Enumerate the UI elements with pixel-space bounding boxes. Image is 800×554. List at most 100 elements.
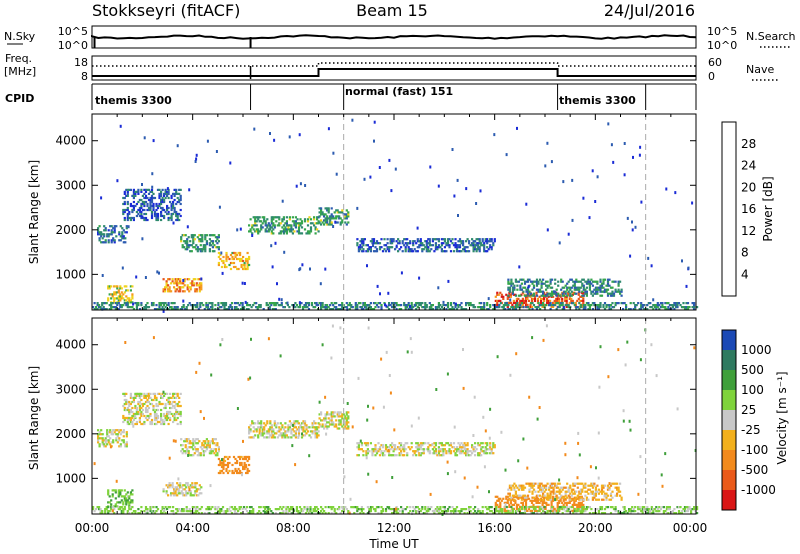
heatmap-cell — [483, 452, 486, 455]
heatmap-cell — [160, 510, 163, 513]
heatmap-cell — [512, 299, 515, 302]
heatmap-cell — [594, 290, 597, 293]
heatmap-cell — [125, 392, 128, 395]
heatmap-cell — [164, 302, 167, 305]
heatmap-cell — [446, 508, 450, 511]
heatmap-cell — [413, 240, 416, 243]
heatmap-cell — [546, 141, 549, 145]
heatmap-cell — [465, 450, 468, 453]
heatmap-cell — [466, 250, 469, 253]
heatmap-cell — [449, 302, 453, 305]
heatmap-cell — [156, 404, 160, 408]
heatmap-cell — [272, 436, 275, 439]
heatmap-cell — [173, 306, 176, 309]
heatmap-cell — [239, 253, 242, 257]
heatmap-cell — [335, 425, 338, 428]
heatmap-cell — [119, 433, 122, 436]
heatmap-cell — [134, 510, 137, 513]
heatmap-cell — [196, 304, 199, 307]
heatmap-cell — [347, 417, 350, 420]
heatmap-cell — [599, 304, 602, 307]
heatmap-cell — [540, 286, 543, 289]
heatmap-cell — [345, 213, 348, 216]
heatmap-cell — [442, 250, 445, 253]
heatmap-cell — [591, 484, 594, 487]
heatmap-cell — [263, 218, 266, 221]
heatmap-cell — [161, 208, 164, 212]
heatmap-cell — [285, 230, 288, 233]
heatmap-cell — [176, 402, 179, 406]
heatmap-cell — [278, 232, 281, 235]
heatmap-cell — [192, 454, 195, 457]
heatmap-cell — [165, 286, 168, 289]
heatmap-cell — [119, 508, 122, 511]
heatmap-cell — [582, 503, 585, 506]
heatmap-cell — [366, 512, 369, 515]
heatmap-cell — [131, 400, 134, 404]
heatmap-cell — [579, 492, 582, 495]
heatmap-cell — [150, 506, 154, 509]
heatmap-cell — [155, 510, 158, 513]
heatmap-cell — [454, 452, 457, 455]
heatmap-cell — [560, 280, 563, 283]
heatmap-cell — [206, 508, 209, 511]
heatmap-cell — [578, 482, 581, 485]
heatmap-cell — [204, 234, 207, 237]
heatmap-cell — [182, 306, 185, 309]
heatmap-cell — [264, 220, 267, 223]
heatmap-cell — [223, 510, 226, 513]
heatmap-cell — [246, 251, 249, 255]
heatmap-cell — [143, 396, 146, 399]
heatmap-cell — [153, 394, 157, 397]
heatmap-cell — [558, 482, 561, 485]
heatmap-cell — [616, 494, 619, 497]
heatmap-cell — [561, 299, 564, 302]
heatmap-cell — [552, 292, 555, 295]
heatmap-cell — [389, 238, 392, 241]
heatmap-cell — [313, 422, 316, 425]
heatmap-cell — [119, 287, 122, 290]
heatmap-cell — [501, 306, 504, 309]
heatmap-cell — [282, 232, 285, 235]
heatmap-cell — [433, 512, 436, 515]
heatmap-cell — [229, 261, 233, 265]
heatmap-cell — [616, 486, 619, 489]
heatmap-cell — [196, 448, 199, 451]
heatmap-cell — [573, 482, 576, 485]
heatmap-cell — [197, 508, 200, 511]
heatmap-cell — [152, 208, 155, 212]
heatmap-cell — [412, 244, 415, 247]
heatmap-cell — [540, 304, 543, 307]
heatmap-cell — [323, 223, 326, 226]
heatmap-cell — [123, 202, 126, 206]
heatmap-cell — [285, 228, 288, 231]
heatmap-cell — [333, 211, 336, 214]
heatmap-cell — [160, 408, 163, 412]
heatmap-cell — [410, 248, 413, 251]
heatmap-cell — [480, 244, 483, 247]
heatmap-cell — [427, 246, 430, 249]
heatmap-cell — [270, 428, 273, 431]
heatmap-cell — [204, 244, 207, 247]
heatmap-cell — [424, 442, 427, 445]
heatmap-cell — [489, 506, 492, 509]
heatmap-cell — [171, 486, 174, 489]
heatmap-cell — [172, 200, 175, 204]
heatmap-cell — [249, 436, 252, 439]
heatmap-cell — [378, 448, 382, 451]
heatmap-cell — [504, 308, 507, 311]
heatmap-cell — [196, 302, 199, 305]
heatmap-cell — [287, 226, 290, 229]
heatmap-cell — [409, 308, 412, 311]
heatmap-cell — [161, 402, 164, 406]
heatmap-cell — [125, 431, 128, 434]
heatmap-cell — [445, 452, 448, 455]
heatmap-cell — [555, 302, 558, 305]
heatmap-cell — [335, 423, 338, 426]
heatmap-cell — [115, 439, 118, 442]
heatmap-cell — [333, 512, 336, 515]
heatmap-cell — [107, 493, 110, 496]
heatmap-cell — [274, 508, 277, 511]
heatmap-cell — [552, 305, 555, 308]
heatmap-cell — [339, 512, 342, 515]
